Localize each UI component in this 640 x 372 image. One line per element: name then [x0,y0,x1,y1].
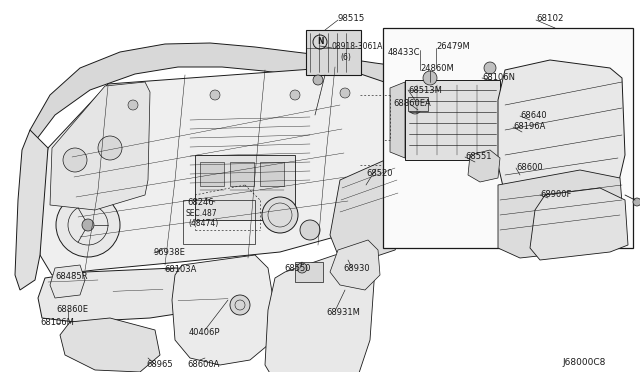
Bar [306,30,361,75]
Polygon shape [330,240,380,290]
Polygon shape [468,150,500,182]
Polygon shape [498,60,625,205]
Text: 68106M: 68106M [40,318,74,327]
Polygon shape [330,160,405,260]
Bar [260,162,284,186]
Text: 68246: 68246 [187,198,214,207]
Text: 26479M: 26479M [436,42,470,51]
Polygon shape [498,170,625,258]
Text: 68102: 68102 [536,14,563,23]
Text: (6): (6) [340,53,351,62]
Circle shape [313,75,323,85]
Polygon shape [38,268,250,322]
Text: 48433C: 48433C [388,48,420,57]
Text: 68103A: 68103A [164,265,196,274]
Text: 68551: 68551 [465,152,492,161]
Circle shape [210,90,220,100]
Polygon shape [50,82,150,210]
Text: 68965: 68965 [146,360,173,369]
Text: 68600: 68600 [516,163,543,172]
Circle shape [409,102,421,114]
Circle shape [297,263,307,273]
Bar [405,80,500,160]
Text: 68520: 68520 [366,169,392,178]
Text: J68000C8: J68000C8 [562,358,605,367]
Text: 68860E: 68860E [56,305,88,314]
Text: 68860EA: 68860EA [393,99,431,108]
Polygon shape [265,250,375,372]
Bar [183,200,255,244]
Circle shape [633,198,640,206]
Polygon shape [15,130,48,290]
Text: 96938E: 96938E [154,248,186,257]
Circle shape [262,197,298,233]
Circle shape [56,193,120,257]
Text: 68640: 68640 [520,111,547,120]
Polygon shape [30,43,402,148]
Bar [408,97,428,111]
Text: 40406P: 40406P [189,328,221,337]
Text: 24860M: 24860M [420,64,454,73]
Polygon shape [530,188,628,260]
Bar [295,262,323,282]
Text: 08918-3061A: 08918-3061A [332,42,383,51]
Text: 68513M: 68513M [408,86,442,95]
Bar [383,28,633,248]
Text: 68106N: 68106N [482,73,515,82]
Text: 68900F: 68900F [540,190,572,199]
Circle shape [230,295,250,315]
Circle shape [128,100,138,110]
Text: 98515: 98515 [338,14,365,23]
Bar [195,155,295,220]
Polygon shape [172,255,275,365]
Circle shape [290,90,300,100]
Circle shape [340,88,350,98]
Circle shape [300,220,320,240]
Polygon shape [38,67,402,275]
Circle shape [423,71,437,85]
Text: 68600A: 68600A [187,360,220,369]
Text: 68930: 68930 [343,264,370,273]
Text: SEC.487: SEC.487 [186,209,218,218]
Text: N: N [317,38,323,46]
Polygon shape [50,265,85,298]
Text: 68550: 68550 [284,264,310,273]
Polygon shape [390,82,405,158]
Polygon shape [60,318,160,372]
Text: (48474): (48474) [188,219,218,228]
Text: 68196A: 68196A [513,122,545,131]
Circle shape [98,136,122,160]
Text: 68931M: 68931M [326,308,360,317]
Bar [230,162,254,186]
Text: 68485R: 68485R [55,272,88,281]
Circle shape [63,148,87,172]
Circle shape [484,62,496,74]
Circle shape [82,219,94,231]
Bar [200,162,224,186]
